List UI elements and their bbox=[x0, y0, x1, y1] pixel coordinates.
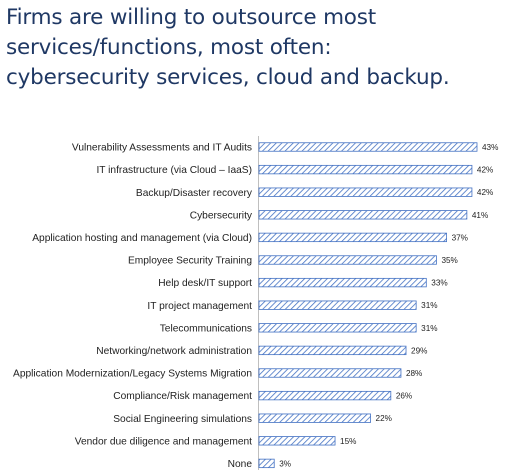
category-label: Social Engineering simulations bbox=[113, 414, 252, 425]
bar bbox=[258, 390, 392, 401]
bar bbox=[258, 300, 417, 310]
bar bbox=[258, 187, 473, 197]
category-label: Employee Security Training bbox=[128, 256, 252, 267]
category-label: Help desk/IT support bbox=[158, 278, 252, 289]
value-label: 35% bbox=[441, 256, 457, 265]
bar bbox=[258, 232, 447, 243]
bar bbox=[258, 436, 336, 446]
category-label: Cybersecurity bbox=[190, 210, 253, 221]
category-label: Application hosting and management (via … bbox=[32, 233, 252, 244]
value-label: 42% bbox=[477, 188, 493, 197]
value-label: 29% bbox=[411, 346, 427, 355]
title-line-1: Firms are willing to outsource most bbox=[6, 5, 376, 30]
value-label: 3% bbox=[279, 459, 291, 468]
bar bbox=[258, 323, 417, 333]
title-line-2: services/functions, most often: bbox=[6, 35, 332, 60]
category-label: None bbox=[228, 459, 253, 470]
bar bbox=[258, 277, 427, 288]
value-label: 26% bbox=[396, 392, 412, 401]
value-label: 15% bbox=[340, 437, 356, 446]
bar bbox=[258, 142, 478, 152]
bar bbox=[258, 210, 468, 220]
category-label: Vendor due diligence and management bbox=[75, 436, 252, 447]
category-label: IT infrastructure (via Cloud – IaaS) bbox=[96, 165, 252, 176]
bar bbox=[258, 368, 402, 378]
value-label: 28% bbox=[406, 369, 422, 378]
value-label: 31% bbox=[421, 324, 437, 333]
category-label: Vulnerability Assessments and IT Audits bbox=[72, 143, 252, 154]
value-label: 43% bbox=[482, 143, 498, 152]
bar bbox=[258, 164, 473, 175]
category-label: IT project management bbox=[147, 301, 252, 312]
title-line-3: cybersecurity services, cloud and backup… bbox=[6, 65, 450, 90]
category-label: Telecommunications bbox=[160, 323, 252, 334]
chart-title: Firms are willing to outsource most serv… bbox=[6, 3, 506, 93]
category-label: Application Modernization/Legacy Systems… bbox=[13, 369, 252, 380]
value-label: 33% bbox=[431, 279, 447, 288]
value-label: 37% bbox=[452, 233, 468, 242]
category-label: Compliance/Risk management bbox=[113, 391, 252, 402]
bar bbox=[258, 255, 437, 265]
bar bbox=[258, 413, 371, 423]
value-label: 42% bbox=[477, 166, 493, 175]
category-label: Networking/network administration bbox=[96, 346, 252, 357]
bar bbox=[258, 345, 407, 356]
category-label: Backup/Disaster recovery bbox=[136, 188, 253, 199]
value-label: 22% bbox=[376, 414, 392, 423]
value-label: 41% bbox=[472, 211, 488, 220]
value-label: 31% bbox=[421, 301, 437, 310]
bar bbox=[258, 458, 275, 469]
